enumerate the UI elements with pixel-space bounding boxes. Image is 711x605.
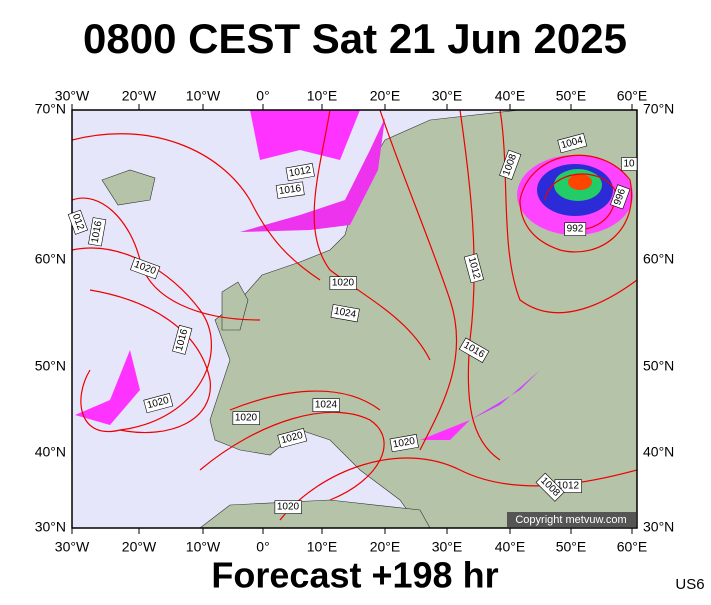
- isobar-label-box: [275, 181, 305, 199]
- isobar-label-box: [67, 209, 89, 235]
- lat-label-left: 70°N: [35, 101, 66, 117]
- isobar-label-box: [621, 157, 638, 171]
- isobar-label: 1024: [333, 306, 357, 321]
- isobar-label-group: 1012: [285, 163, 315, 182]
- isobar-label: 10: [623, 159, 635, 170]
- isobar-label-group: 996: [610, 184, 631, 210]
- lon-label-bottom: 20°E: [370, 539, 401, 555]
- lon-label-top: 10°E: [307, 88, 338, 104]
- lat-label-left: 60°N: [35, 251, 66, 267]
- isobar-label-box: [458, 337, 490, 363]
- isobar-label: 992: [567, 224, 584, 235]
- lon-label-bottom: 0°: [256, 539, 269, 555]
- lon-label-top: 20°E: [370, 88, 401, 104]
- isobar-label: 1020: [392, 436, 416, 451]
- isobar-label-box: [463, 253, 485, 284]
- lat-label-left: 40°N: [35, 444, 66, 460]
- isobar-label-box: [285, 163, 315, 182]
- forecast-label: Forecast +198 hr: [211, 555, 498, 596]
- isobar-label-box: [564, 222, 587, 236]
- isobar-label: 1012: [288, 165, 312, 180]
- isobar-label-group: 1020: [277, 427, 308, 449]
- isobar-label-box: [143, 392, 174, 414]
- isobar-label-group: 012: [67, 209, 89, 235]
- isobar-label: 1020: [277, 502, 300, 513]
- lat-label-left: 30°N: [35, 519, 66, 535]
- title: 0800 CEST Sat 21 Jun 2025: [83, 15, 627, 62]
- lon-label-bottom: 60°E: [617, 539, 648, 555]
- lon-label-bottom: 20°W: [122, 539, 157, 555]
- lon-label-bottom: 30°W: [55, 539, 90, 555]
- isobar-label-group: 1016: [275, 181, 305, 199]
- copyright-box: [507, 512, 636, 527]
- isobar-label: 1016: [278, 183, 302, 197]
- isobar-label-group: 1008: [499, 149, 522, 180]
- lon-label-top: 20°W: [122, 88, 157, 104]
- isobar-label-group: 1020: [274, 500, 302, 514]
- isobar-label-group: 1020: [232, 411, 260, 425]
- lat-label-right: 30°N: [643, 519, 674, 535]
- map-area: [72, 110, 637, 528]
- copyright: Copyright metvuw.com: [515, 514, 626, 526]
- model-code: US6: [675, 576, 704, 593]
- lat-label-right: 40°N: [643, 444, 674, 460]
- isobar-label: 1024: [315, 400, 338, 411]
- isobar-label-group: 1024: [330, 304, 360, 323]
- isobar-label: 1016: [90, 220, 105, 244]
- lon-label-top: 0°: [256, 88, 269, 104]
- isobar-label-box: [172, 324, 193, 355]
- isobar-label-box: [535, 472, 565, 502]
- isobar-label-box: [329, 276, 357, 290]
- isobar-label-group: 1020: [389, 434, 419, 453]
- isobar-label-box: [330, 304, 360, 323]
- lat-label-right: 70°N: [643, 101, 674, 117]
- isobar-label-group: 1016: [172, 324, 193, 355]
- isobar-label-group: 992: [564, 222, 587, 236]
- lon-label-bottom: 10°W: [186, 539, 221, 555]
- isobar-label-box: [389, 434, 419, 453]
- isobar-label-group: 1020: [329, 276, 357, 290]
- lat-label-left: 50°N: [35, 358, 66, 374]
- lon-label-bottom: 30°E: [432, 539, 463, 555]
- isobar-label-box: [232, 411, 260, 425]
- isobar-label-group: 1012: [463, 253, 485, 284]
- isobar-label-box: [277, 427, 308, 449]
- isobar-label-box: [88, 217, 107, 247]
- map-frame: [71, 109, 638, 529]
- isobar-label-group: 10: [621, 157, 638, 171]
- isobar-label-box: [557, 132, 588, 154]
- isobar-label-box: [274, 500, 302, 514]
- isobar-label-box: [610, 184, 631, 210]
- lon-label-bottom: 10°E: [307, 539, 338, 555]
- isobar-label-group: 1020: [143, 392, 174, 414]
- isobar-label: 1020: [235, 413, 258, 424]
- lon-label-top: 60°E: [617, 88, 648, 104]
- lat-label-right: 50°N: [643, 358, 674, 374]
- isobar-label-box: [130, 257, 161, 280]
- lon-label-top: 30°E: [432, 88, 463, 104]
- isobar-label: 1012: [557, 481, 580, 492]
- isobar-label-group: 1004: [557, 132, 588, 154]
- lon-label-top: 50°E: [556, 88, 587, 104]
- isobar-label-box: [499, 149, 522, 180]
- isobar-label-box: [312, 398, 340, 412]
- lon-label-top: 10°W: [186, 88, 221, 104]
- lon-label-top: 40°E: [495, 88, 526, 104]
- lon-label-bottom: 50°E: [556, 539, 587, 555]
- lon-label-bottom: 40°E: [495, 539, 526, 555]
- lon-label-top: 30°W: [55, 88, 90, 104]
- isobar-label-group: 1016: [88, 217, 107, 247]
- isobar-label: 1020: [332, 278, 355, 289]
- lat-label-right: 60°N: [643, 251, 674, 267]
- isobar-label-group: 1020: [130, 257, 161, 280]
- isobar-label-group: 1024: [312, 398, 340, 412]
